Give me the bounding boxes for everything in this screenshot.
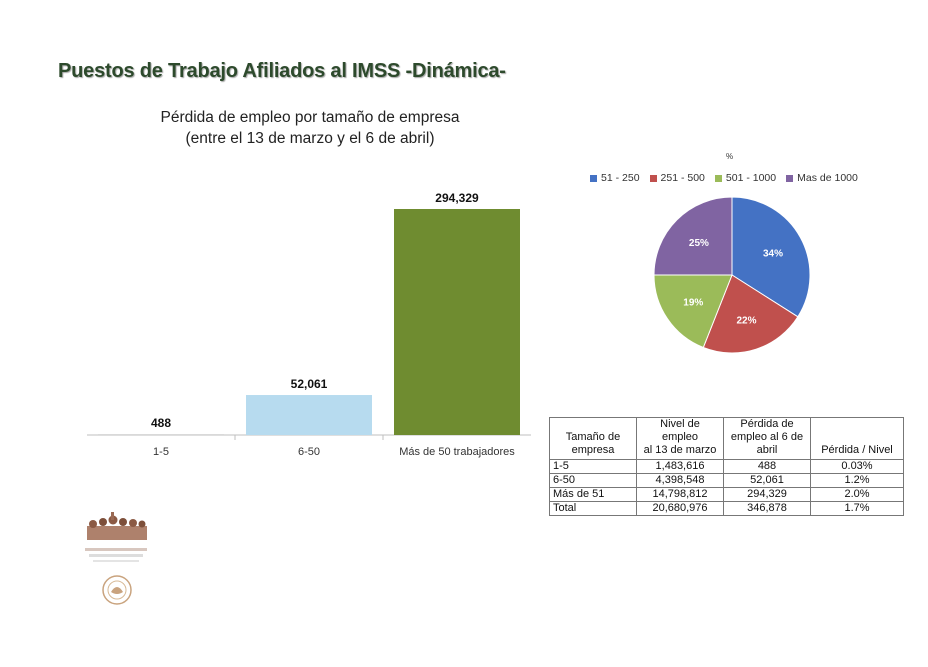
bar-data-label: 52,061 [291, 377, 328, 391]
header-cell: Pérdida / Nivel [810, 417, 904, 460]
x-tick-label: 6-50 [298, 446, 320, 458]
table-row: Más de 51 14,798,812 294,329 2.0% [549, 487, 904, 502]
legend-swatch [590, 174, 597, 182]
legend-item: 501 - 1000 [714, 172, 777, 184]
bar-chart-title-line2: (entre el 13 de marzo y el 6 de abril) [185, 130, 435, 147]
table-cell: 14,798,812 [636, 487, 724, 502]
header-text: Pérdida de [740, 418, 794, 430]
table-cell: 6-50 [549, 473, 637, 488]
table-cell: 20,680,976 [636, 501, 724, 516]
legend-item: 51 - 250 [590, 172, 640, 184]
legend-swatch [786, 174, 794, 182]
table-row: 6-50 4,398,548 52,061 1.2% [549, 473, 904, 488]
header-text: Pérdida / Nivel [821, 444, 893, 456]
header-cell: Pérdida de empleo al 6 de abril [723, 417, 811, 460]
x-tick-label: Más de 50 trabajadores [399, 446, 515, 458]
header-text: empleo [661, 431, 699, 443]
table-cell: 1,483,616 [636, 459, 724, 474]
bar-data-label: 294,329 [435, 191, 479, 205]
table-cell: 2.0% [810, 487, 904, 502]
legend-item: 251 - 500 [649, 172, 705, 184]
legend-label: 501 - 1000 [725, 172, 777, 184]
table-cell: 346,878 [723, 501, 811, 516]
table-cell: 4,398,548 [636, 473, 724, 488]
header-text: abril [756, 444, 778, 456]
page-title: Puestos de Trabajo Afiliados al IMSS -Di… [58, 60, 506, 82]
header-text: empresa [571, 444, 615, 456]
bar-chart-title: Pérdida de empleo por tamaño de empresa … [90, 107, 530, 149]
header-cell: Nivel de empleo al 13 de marzo [636, 417, 724, 460]
table-cell: Total [549, 501, 637, 516]
table-cell: 52,061 [723, 473, 811, 488]
table-cell: 488 [723, 459, 811, 474]
employment-table: Tamaño de empresa Nivel de empleo al 13 … [549, 417, 904, 516]
legend-swatch [714, 174, 722, 182]
table-cell: 294,329 [723, 487, 811, 502]
table-row: 1-5 1,483,616 488 0.03% [549, 459, 904, 474]
logo-text-lines-icon [85, 548, 147, 562]
header-text: al 13 de marzo [643, 444, 717, 456]
table-cell: 1.2% [810, 473, 904, 488]
legend-label: Mas de 1000 [797, 172, 858, 184]
heroes-figures-icon [87, 512, 147, 540]
bar-2 [246, 395, 372, 435]
pie-chart-title: % [726, 152, 734, 161]
pie-legend: 51 - 250 251 - 500 501 - 1000 Mas de 1000 [590, 172, 858, 184]
government-logo [85, 512, 147, 605]
table-row: Total 20,680,976 346,878 1.7% [549, 501, 904, 516]
header-text: Tamaño de [565, 431, 621, 443]
legend-label: 251 - 500 [660, 172, 705, 184]
bar-1 [98, 434, 224, 435]
bar-3 [394, 209, 520, 435]
table-cell: Más de 51 [549, 487, 637, 502]
table-cell: 1-5 [549, 459, 637, 474]
bar-chart-title-line1: Pérdida de empleo por tamaño de empresa [160, 109, 460, 126]
legend-label: 51 - 250 [601, 172, 640, 184]
legend-item: Mas de 1000 [786, 172, 858, 184]
header-cell: Tamaño de empresa [549, 417, 637, 460]
header-text: Nivel de [660, 418, 700, 430]
legend-swatch [649, 174, 657, 182]
table-cell: 1.7% [810, 501, 904, 516]
mexican-seal-icon [102, 575, 132, 605]
table-header-row: Tamaño de empresa Nivel de empleo al 13 … [549, 417, 904, 460]
header-text: empleo al 6 de [730, 431, 804, 443]
table-cell: 0.03% [810, 459, 904, 474]
x-tick-label: 1-5 [153, 446, 169, 458]
bar-data-label: 488 [151, 416, 171, 430]
